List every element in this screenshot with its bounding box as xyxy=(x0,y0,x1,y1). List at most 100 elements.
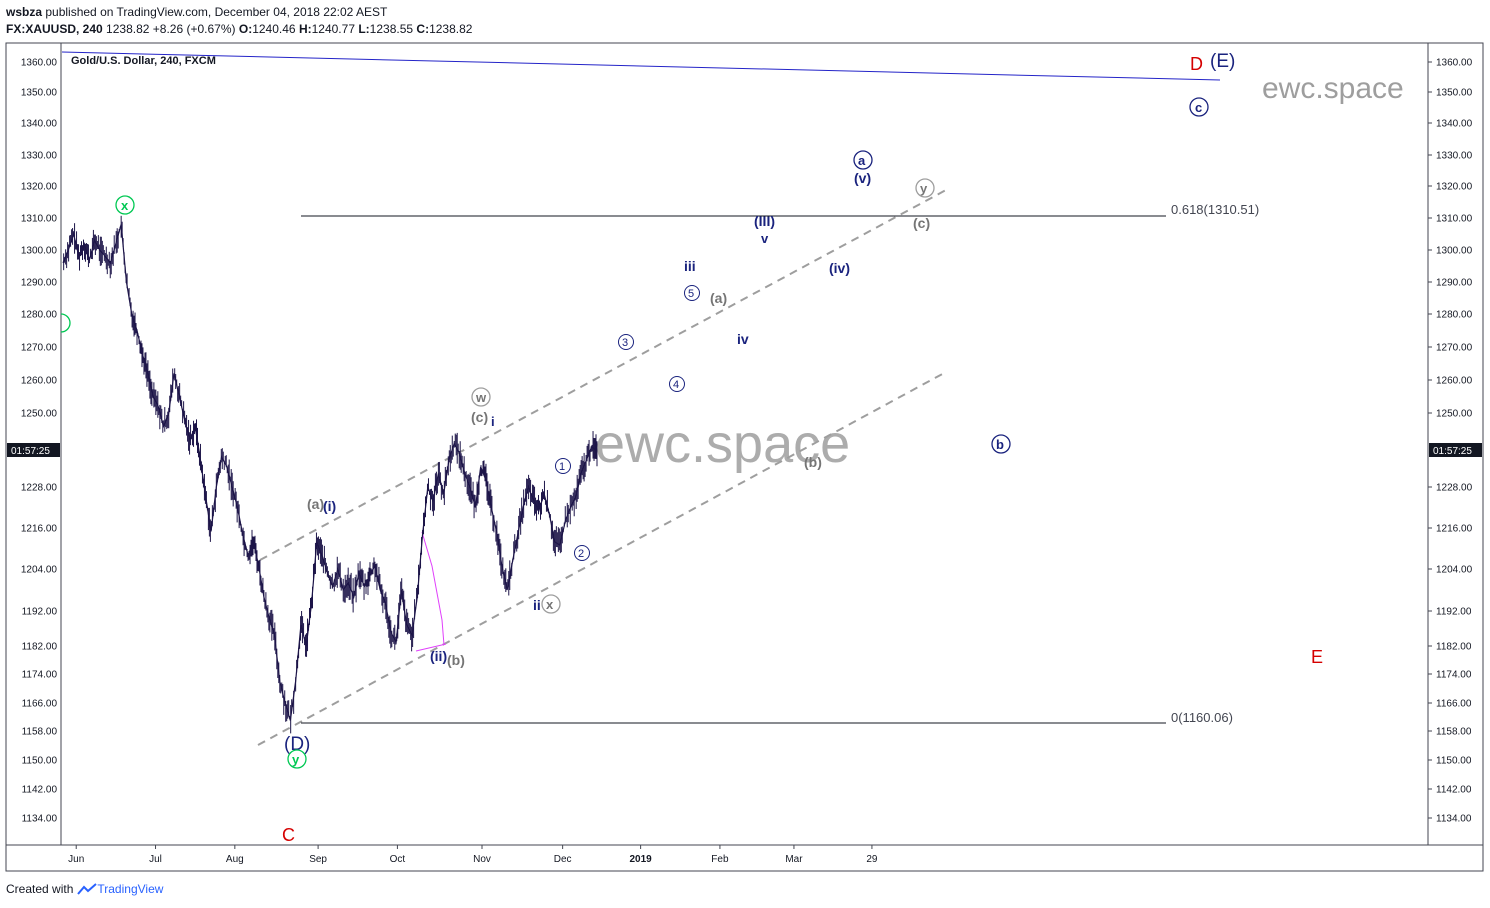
y-tick-label-left: 1134.00 xyxy=(22,814,58,825)
y-tick-label-left: 1216.00 xyxy=(21,524,58,535)
symbol-label: FX:XAUUSD, 240 xyxy=(6,22,103,36)
x-tick-label: Jun xyxy=(68,854,84,865)
fib-0-label: 0(1160.06) xyxy=(1171,710,1233,725)
y-tick-label-right: 1228.00 xyxy=(1436,483,1473,494)
x-tick-label: 2019 xyxy=(629,854,652,865)
triangle-upper-line[interactable] xyxy=(421,531,445,646)
countdown-right: 01:57:25 xyxy=(1433,446,1472,457)
wave-label-x-green: x xyxy=(121,198,129,213)
price-series xyxy=(62,215,598,734)
ohlc-line: FX:XAUUSD, 240 1238.82 +8.26 (+0.67%) O:… xyxy=(6,22,473,36)
y-tick-label-left: 1158.00 xyxy=(22,727,58,738)
y-tick-label-left: 1270.00 xyxy=(21,343,58,354)
y-tick-label-right: 1350.00 xyxy=(1436,88,1473,99)
y-tick-label-right: 1182.00 xyxy=(1436,642,1472,653)
footer: Created with TradingView xyxy=(6,882,163,896)
low-value: 1238.55 xyxy=(369,22,414,36)
x-tick-label: Aug xyxy=(226,854,244,865)
wave-label-w: w xyxy=(475,390,487,405)
y-tick-label-left: 1182.00 xyxy=(22,642,58,653)
wave-label-b-paren-gray2: (b) xyxy=(447,652,465,668)
x-tick-label: Oct xyxy=(390,854,406,865)
triangle-lower-line[interactable] xyxy=(415,643,447,652)
wave-label-5: 5 xyxy=(688,288,694,300)
wave-label-i-paren: (i) xyxy=(323,498,336,514)
y-tick-label-left: 1340.00 xyxy=(21,119,58,130)
y-tick-label-left: 1290.00 xyxy=(21,278,58,289)
wave-label-iii: iii xyxy=(684,258,696,274)
y-tick-label-right: 1216.00 xyxy=(1436,524,1473,535)
open-value: 1240.46 xyxy=(252,22,296,36)
channel-upper-dashed[interactable] xyxy=(259,189,947,561)
y-tick-label-left: 1310.00 xyxy=(21,214,58,225)
wave-label-2: 2 xyxy=(578,548,584,560)
y-tick-label-left: 1174.00 xyxy=(22,670,58,681)
y-tick-label-right: 1280.00 xyxy=(1436,310,1473,321)
tradingview-logo-icon xyxy=(77,883,98,895)
y-tick-label-right: 1330.00 xyxy=(1436,151,1473,162)
wave-label-c: c xyxy=(1195,100,1202,115)
last-price: 1238.82 xyxy=(106,22,150,36)
y-tick-label-right: 1260.00 xyxy=(1436,376,1473,387)
channel-lower-dashed[interactable] xyxy=(257,371,947,746)
wave-label-y-gray: y xyxy=(920,181,928,196)
circle-partial-green xyxy=(60,313,71,333)
y-tick-label-left: 1300.00 xyxy=(21,246,58,257)
tradingview-link[interactable]: TradingView xyxy=(77,882,163,896)
circle-x-green xyxy=(115,195,135,215)
wave-label-1: 1 xyxy=(559,461,565,473)
wave-label-4: 4 xyxy=(673,379,679,391)
y-tick-label-right: 1310.00 xyxy=(1436,214,1473,225)
countdown-tag-left xyxy=(7,443,60,457)
x-tick-label: Nov xyxy=(473,854,491,865)
circle-y-gray xyxy=(915,178,935,198)
watermark-big: ewc.space xyxy=(595,414,850,474)
wave-label-ii: ii xyxy=(533,597,541,613)
publish-info: published on TradingView.com, December 0… xyxy=(45,5,388,19)
circle-a xyxy=(853,150,873,170)
y-tick-label-right: 1166.00 xyxy=(1436,699,1472,710)
y-tick-label-left: 1150.00 xyxy=(22,756,58,767)
y-tick-label-left: 1330.00 xyxy=(21,151,58,162)
fib-618-label: 0.618(1310.51) xyxy=(1171,202,1259,217)
publisher-user[interactable]: wsbza xyxy=(6,5,43,19)
y-tick-label-left: 1142.00 xyxy=(22,785,58,796)
y-tick-label-right: 1290.00 xyxy=(1436,278,1473,289)
countdown-left: 01:57:25 xyxy=(11,446,50,457)
y-tick-label-right: 1360.00 xyxy=(1436,58,1473,69)
wave-label-3: 3 xyxy=(622,337,628,349)
y-tick-label-right: 1320.00 xyxy=(1436,182,1473,193)
wave-label-D-paren: (D) xyxy=(284,734,310,755)
created-with-label: Created with xyxy=(6,882,74,896)
x-tick-label: 29 xyxy=(866,854,878,865)
wave-label-iv: iv xyxy=(737,331,749,347)
upper-trendline[interactable] xyxy=(61,51,1221,81)
y-tick-label-left: 1228.00 xyxy=(21,483,58,494)
wave-label-b-paren-gray: (b) xyxy=(804,454,822,470)
wave-label-III-paren: (III) xyxy=(754,213,775,229)
y-tick-label-right: 1158.00 xyxy=(1436,727,1472,738)
y-tick-label-right: 1150.00 xyxy=(1436,756,1472,767)
circle-5 xyxy=(684,285,700,301)
y-tick-label-right: 1192.00 xyxy=(1436,607,1472,618)
x-tick-label: Feb xyxy=(711,854,729,865)
tradingview-brand: TradingView xyxy=(97,882,164,896)
high-value: 1240.77 xyxy=(311,22,355,36)
close-value: 1238.82 xyxy=(429,22,473,36)
y-tick-label-right: 1134.00 xyxy=(1436,814,1472,825)
y-tick-label-right: 1270.00 xyxy=(1436,343,1473,354)
y-tick-label-left: 1360.00 xyxy=(21,58,58,69)
y-tick-label-left: 1192.00 xyxy=(22,607,58,618)
wave-label-a: a xyxy=(858,153,866,168)
y-tick-label-right: 1174.00 xyxy=(1436,670,1472,681)
y-tick-label-right: 1250.00 xyxy=(1436,409,1473,420)
chart-frame xyxy=(5,42,1484,872)
x-tick-label: Jul xyxy=(149,854,162,865)
publisher-line: wsbza published on TradingView.com, Dece… xyxy=(6,5,387,19)
y-tick-label-right: 1142.00 xyxy=(1436,785,1472,796)
y-axis-right: 1134.00 1142.00 1150.00 1158.00 1166.00 1174.… xyxy=(1428,58,1473,825)
chart-title: Gold/U.S. Dollar, 240, FXCM xyxy=(71,55,216,67)
circle-2 xyxy=(574,545,590,561)
wave-label-E-paren: (E) xyxy=(1210,51,1235,72)
